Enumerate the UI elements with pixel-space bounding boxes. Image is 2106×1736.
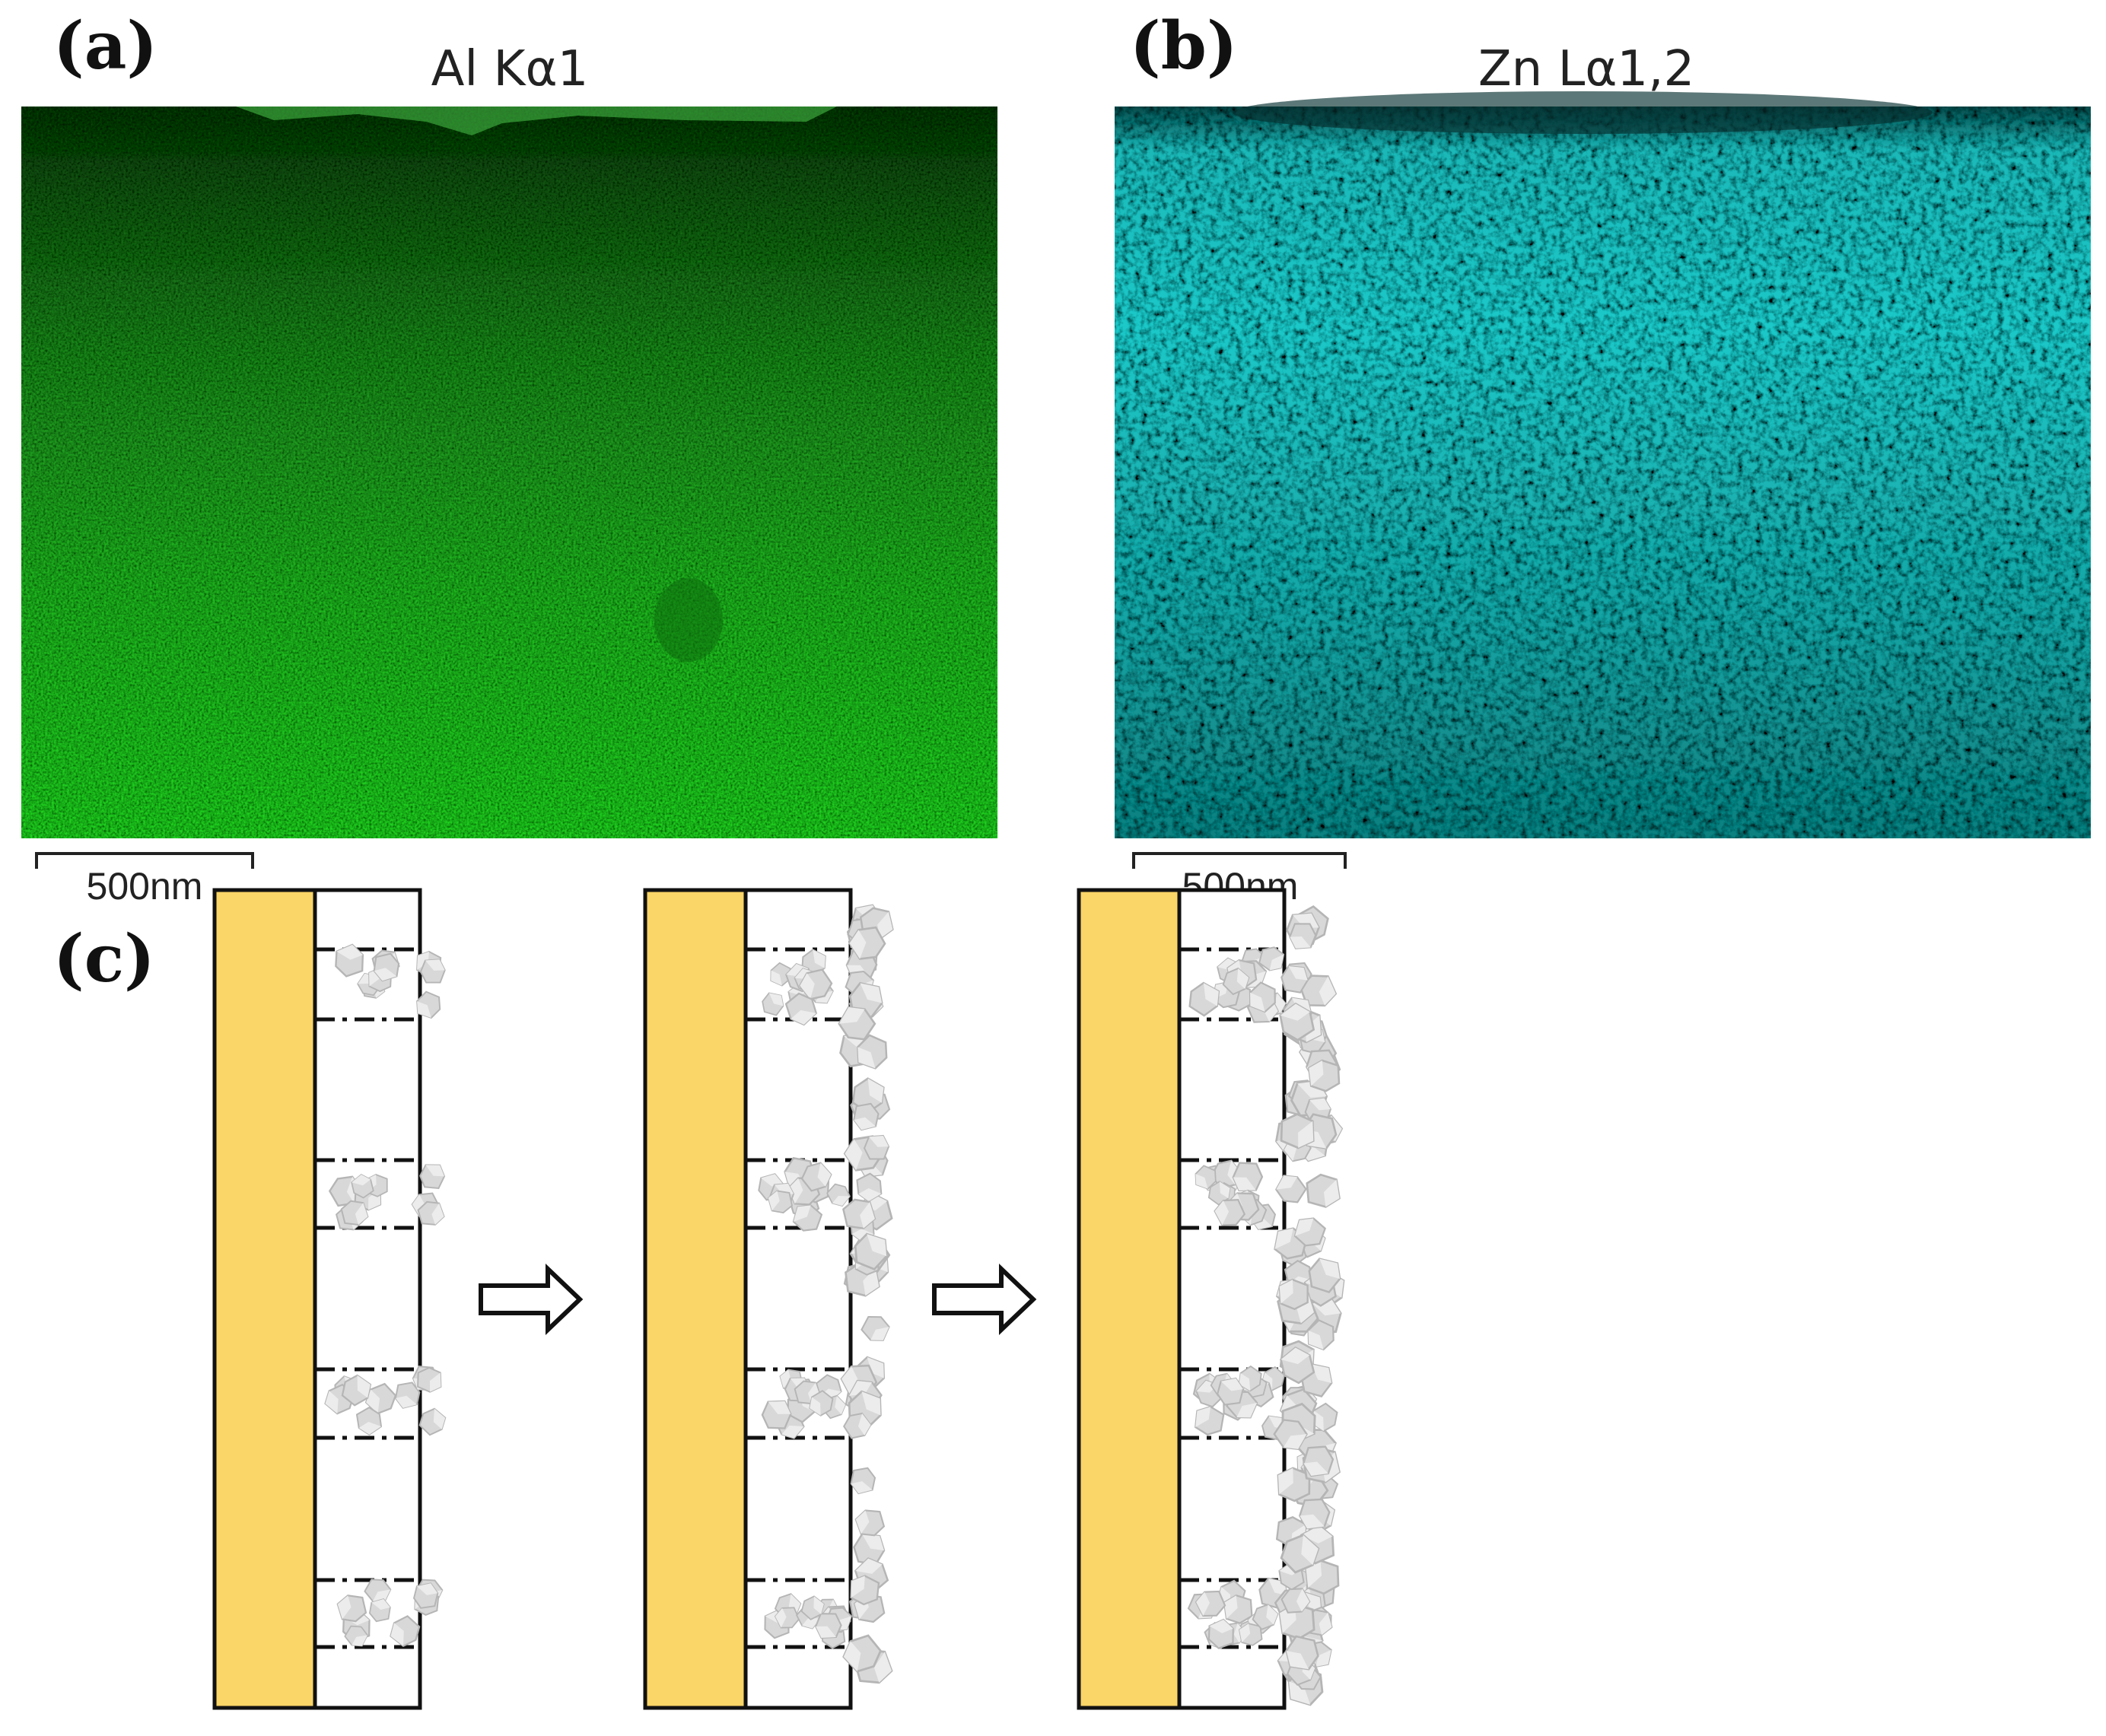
stage-3 — [1077, 888, 1352, 1712]
panel-b-label: (b) — [1130, 8, 1238, 84]
porous-layer — [1177, 888, 1287, 1710]
particle — [854, 1507, 886, 1539]
substrate — [643, 888, 748, 1710]
al-map-image — [21, 107, 997, 838]
panel-a-title: Al Kα1 — [431, 41, 589, 97]
panel-c-label: (c) — [53, 920, 155, 997]
panel-a-label: (a) — [53, 8, 157, 84]
arrow-1 — [479, 1264, 584, 1335]
growth-schematic — [212, 888, 1352, 1712]
scale-bar-a: 500nm — [35, 852, 254, 908]
substrate — [1077, 888, 1182, 1710]
zn-map-image — [1115, 91, 2091, 838]
substrate — [212, 888, 317, 1710]
particle — [849, 1467, 876, 1495]
porous-layer — [743, 888, 853, 1710]
porous-layer — [313, 888, 422, 1710]
particle — [413, 1582, 439, 1609]
particle — [1304, 1172, 1342, 1209]
scale-bar-a-label: 500nm — [87, 865, 203, 908]
particle — [857, 1310, 895, 1347]
panel-b-title: Zn Lα1,2 — [1478, 41, 1694, 97]
stage-2 — [643, 888, 898, 1710]
stage-1 — [212, 888, 450, 1710]
arrow-2 — [932, 1264, 1037, 1335]
particle — [417, 1160, 447, 1192]
